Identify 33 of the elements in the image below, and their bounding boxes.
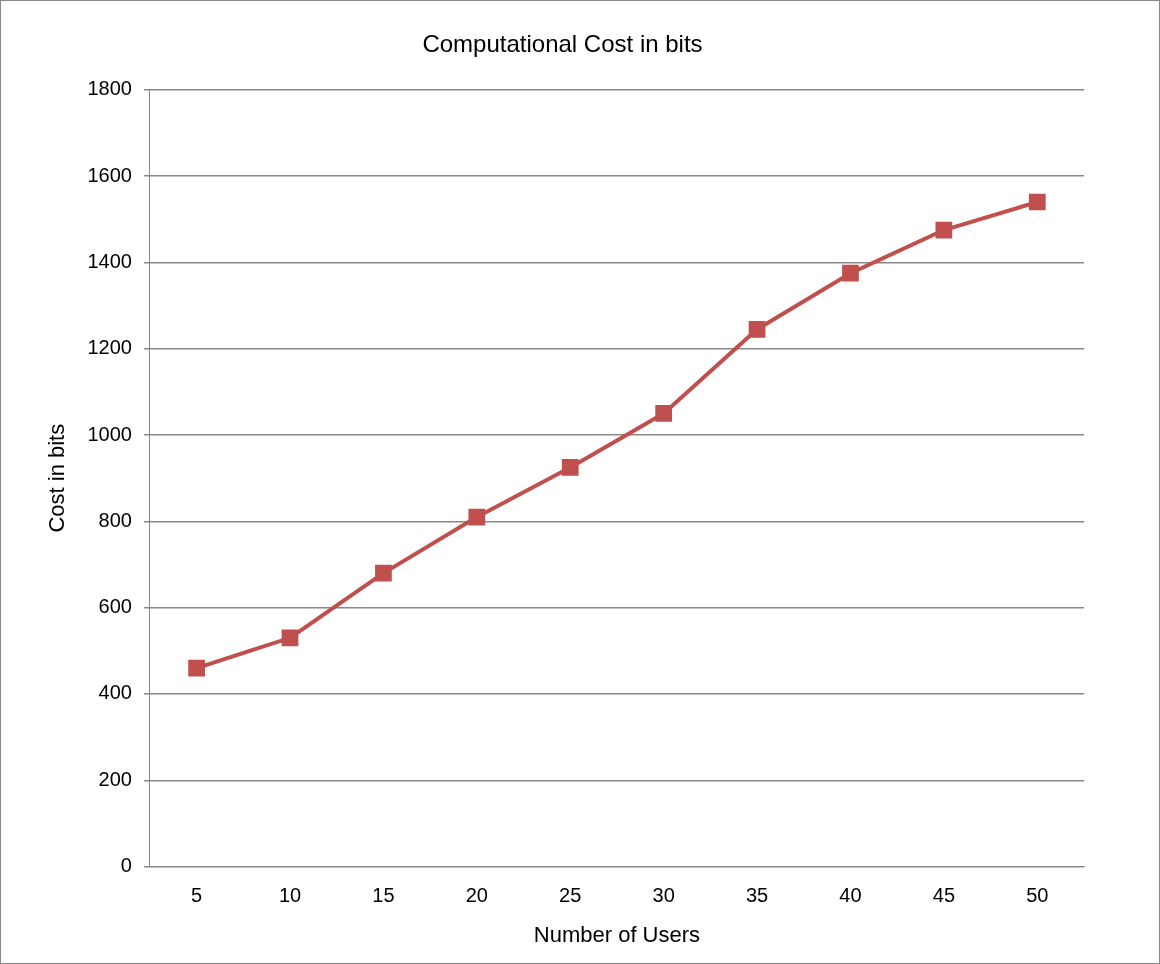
x-tick-label: 5 (191, 884, 203, 907)
point (935, 221, 953, 239)
point (281, 629, 299, 647)
x-tick-label: 25 (559, 884, 582, 907)
x-tick-label: 15 (372, 884, 395, 907)
point (468, 508, 486, 526)
y-tick-label: 1200 (87, 336, 132, 359)
point (188, 659, 205, 677)
point (655, 405, 673, 422)
x-tick-label: 20 (465, 884, 488, 907)
y-tick-label: 200 (98, 767, 132, 790)
y-tick-label: 1600 (87, 163, 132, 186)
x-axis-title: Number of Users (533, 921, 701, 947)
point (842, 264, 859, 282)
x-tick-label: 45 (932, 884, 956, 907)
point (748, 320, 766, 338)
y-tick-label: 1000 (87, 422, 132, 445)
x-tick-label: 40 (839, 884, 862, 907)
y-tick-label: 1400 (87, 249, 132, 272)
point (1028, 193, 1046, 211)
point (561, 459, 579, 476)
y-tick-label: 800 (98, 508, 132, 531)
x-tick-label: 35 (745, 884, 769, 907)
y-tick-label: 0 (120, 854, 132, 877)
x-tick-label: 50 (1026, 884, 1049, 907)
y-tick-label: 400 (98, 681, 132, 704)
point (375, 564, 392, 582)
y-axis-title: Cost in bits (44, 423, 70, 533)
y-tick-label: 1800 (87, 77, 132, 100)
x-tick-label: 30 (652, 884, 675, 907)
y-tick-label: 600 (98, 595, 132, 618)
chart-title: Computational Cost in bits (422, 30, 703, 58)
x-tick-label: 10 (278, 884, 302, 907)
